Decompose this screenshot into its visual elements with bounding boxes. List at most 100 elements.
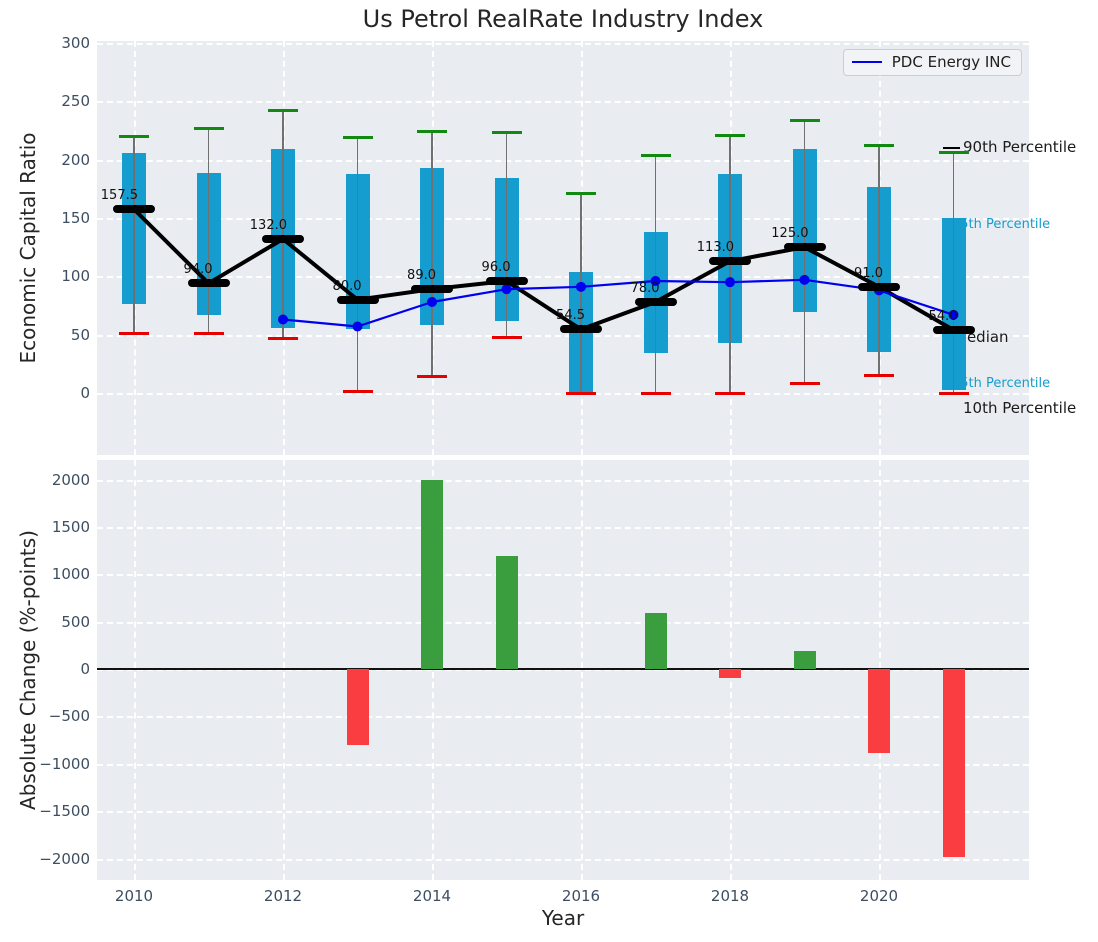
p90-cap-2015 — [492, 131, 522, 134]
gridline-horizontal — [97, 859, 1029, 861]
x-axis-label: Year — [97, 906, 1029, 930]
p10-cap-2021 — [939, 392, 969, 395]
median-cap-2014 — [411, 285, 453, 293]
x-tick-label: 2014 — [397, 886, 467, 906]
p90-annotation-leader-line — [943, 147, 960, 149]
top-y-tick-label: 300 — [25, 33, 90, 53]
x-tick-label: 2010 — [99, 886, 169, 906]
p90-cap-2013 — [343, 136, 373, 139]
top-y-tick-label: 250 — [25, 91, 90, 111]
median-value-label-2015: 96.0 — [445, 260, 511, 275]
gridline-vertical — [581, 460, 583, 880]
gridline-horizontal — [97, 527, 1029, 529]
bottom-y-tick-label: 1000 — [25, 564, 90, 584]
median-cap-2016 — [560, 325, 602, 333]
change-bar-2015 — [496, 556, 518, 669]
median-value-label-2014: 89.0 — [370, 268, 436, 283]
p90-cap-2016 — [566, 192, 596, 195]
gridline-horizontal — [97, 480, 1029, 482]
bottom-y-tick-label: −2000 — [25, 849, 90, 869]
change-bar-2019 — [794, 651, 816, 669]
median-value-label-2010: 157.5 — [72, 188, 138, 203]
annotation-75th-percentile: 75th Percentile — [952, 217, 1050, 232]
median-value-label-2016: 54.5 — [519, 308, 585, 323]
whisker-2010 — [133, 136, 135, 333]
whisker-2011 — [208, 128, 210, 333]
gridline-horizontal — [97, 574, 1029, 576]
bottom-y-tick-label: 500 — [25, 612, 90, 632]
median-value-label-2011: 94.0 — [147, 262, 213, 277]
change-bar-2014 — [421, 480, 443, 669]
legend-line-swatch — [852, 61, 882, 63]
legend: PDC Energy INC — [843, 49, 1022, 76]
bottom-plot-area — [97, 460, 1029, 880]
gridline-horizontal — [97, 160, 1029, 162]
median-value-label-2019: 125.0 — [743, 226, 809, 241]
whisker-2020 — [878, 146, 880, 376]
change-bar-2021 — [943, 669, 965, 857]
top-plot-area: 90th Percentile 75th Percentile Median 2… — [97, 41, 1029, 455]
p90-cap-2012 — [268, 109, 298, 112]
gridline-horizontal — [97, 101, 1029, 103]
p90-cap-2021 — [939, 151, 969, 154]
bottom-y-tick-label: −500 — [25, 706, 90, 726]
whisker-2014 — [431, 132, 433, 377]
p10-cap-2012 — [268, 337, 298, 340]
bottom-y-tick-label: 0 — [25, 659, 90, 679]
median-value-label-2020: 91.0 — [817, 266, 883, 281]
p90-cap-2019 — [790, 119, 820, 122]
gridline-horizontal — [97, 764, 1029, 766]
change-bar-2020 — [868, 669, 890, 753]
median-cap-2021 — [933, 326, 975, 334]
bottom-y-tick-label: −1000 — [25, 754, 90, 774]
bottom-y-tick-label: −1500 — [25, 801, 90, 821]
median-cap-2015 — [486, 277, 528, 285]
chart-title: Us Petrol RealRate Industry Index — [97, 5, 1029, 33]
p10-cap-2017 — [641, 392, 671, 395]
median-cap-2019 — [784, 243, 826, 251]
whisker-2019 — [804, 120, 806, 384]
p10-cap-2020 — [864, 374, 894, 377]
change-bar-2018 — [719, 669, 741, 678]
annotation-25th-percentile: 25th Percentile — [952, 376, 1050, 391]
whisker-2015 — [506, 133, 508, 337]
p90-cap-2017 — [641, 154, 671, 157]
top-y-tick-label: 200 — [25, 150, 90, 170]
whisker-2021 — [953, 153, 955, 393]
change-bar-2013 — [347, 669, 369, 745]
gridline-vertical — [283, 460, 285, 880]
x-tick-label: 2016 — [546, 886, 616, 906]
median-value-label-2021: 54.0 — [892, 309, 958, 324]
bottom-y-tick-label: 1500 — [25, 517, 90, 537]
median-value-label-2013: 80.0 — [296, 279, 362, 294]
median-cap-2017 — [635, 298, 677, 306]
whisker-2016 — [580, 194, 582, 394]
median-cap-2010 — [113, 205, 155, 213]
median-cap-2018 — [709, 257, 751, 265]
figure: Us Petrol RealRate Industry Index 90th P… — [0, 0, 1098, 942]
p90-cap-2011 — [194, 127, 224, 130]
p90-cap-2010 — [119, 135, 149, 138]
p90-cap-2014 — [417, 130, 447, 133]
p10-cap-2016 — [566, 392, 596, 395]
x-tick-label: 2018 — [695, 886, 765, 906]
top-y-tick-label: 50 — [25, 325, 90, 345]
median-cap-2012 — [262, 235, 304, 243]
gridline-horizontal — [97, 393, 1029, 395]
p10-cap-2010 — [119, 332, 149, 335]
change-bar-2017 — [645, 613, 667, 669]
annotation-90th-percentile: 90th Percentile — [963, 138, 1076, 156]
median-value-label-2017: 78.0 — [594, 281, 660, 296]
p10-cap-2014 — [417, 375, 447, 378]
median-value-label-2012: 132.0 — [221, 218, 287, 233]
p90-cap-2020 — [864, 144, 894, 147]
gridline-vertical — [134, 460, 136, 880]
median-cap-2013 — [337, 296, 379, 304]
top-y-tick-label: 100 — [25, 266, 90, 286]
median-cap-2011 — [188, 279, 230, 287]
whisker-2013 — [357, 138, 359, 392]
legend-label: PDC Energy INC — [892, 53, 1011, 71]
median-cap-2020 — [858, 283, 900, 291]
annotation-10th-percentile: 10th Percentile — [963, 399, 1076, 417]
p10-cap-2018 — [715, 392, 745, 395]
